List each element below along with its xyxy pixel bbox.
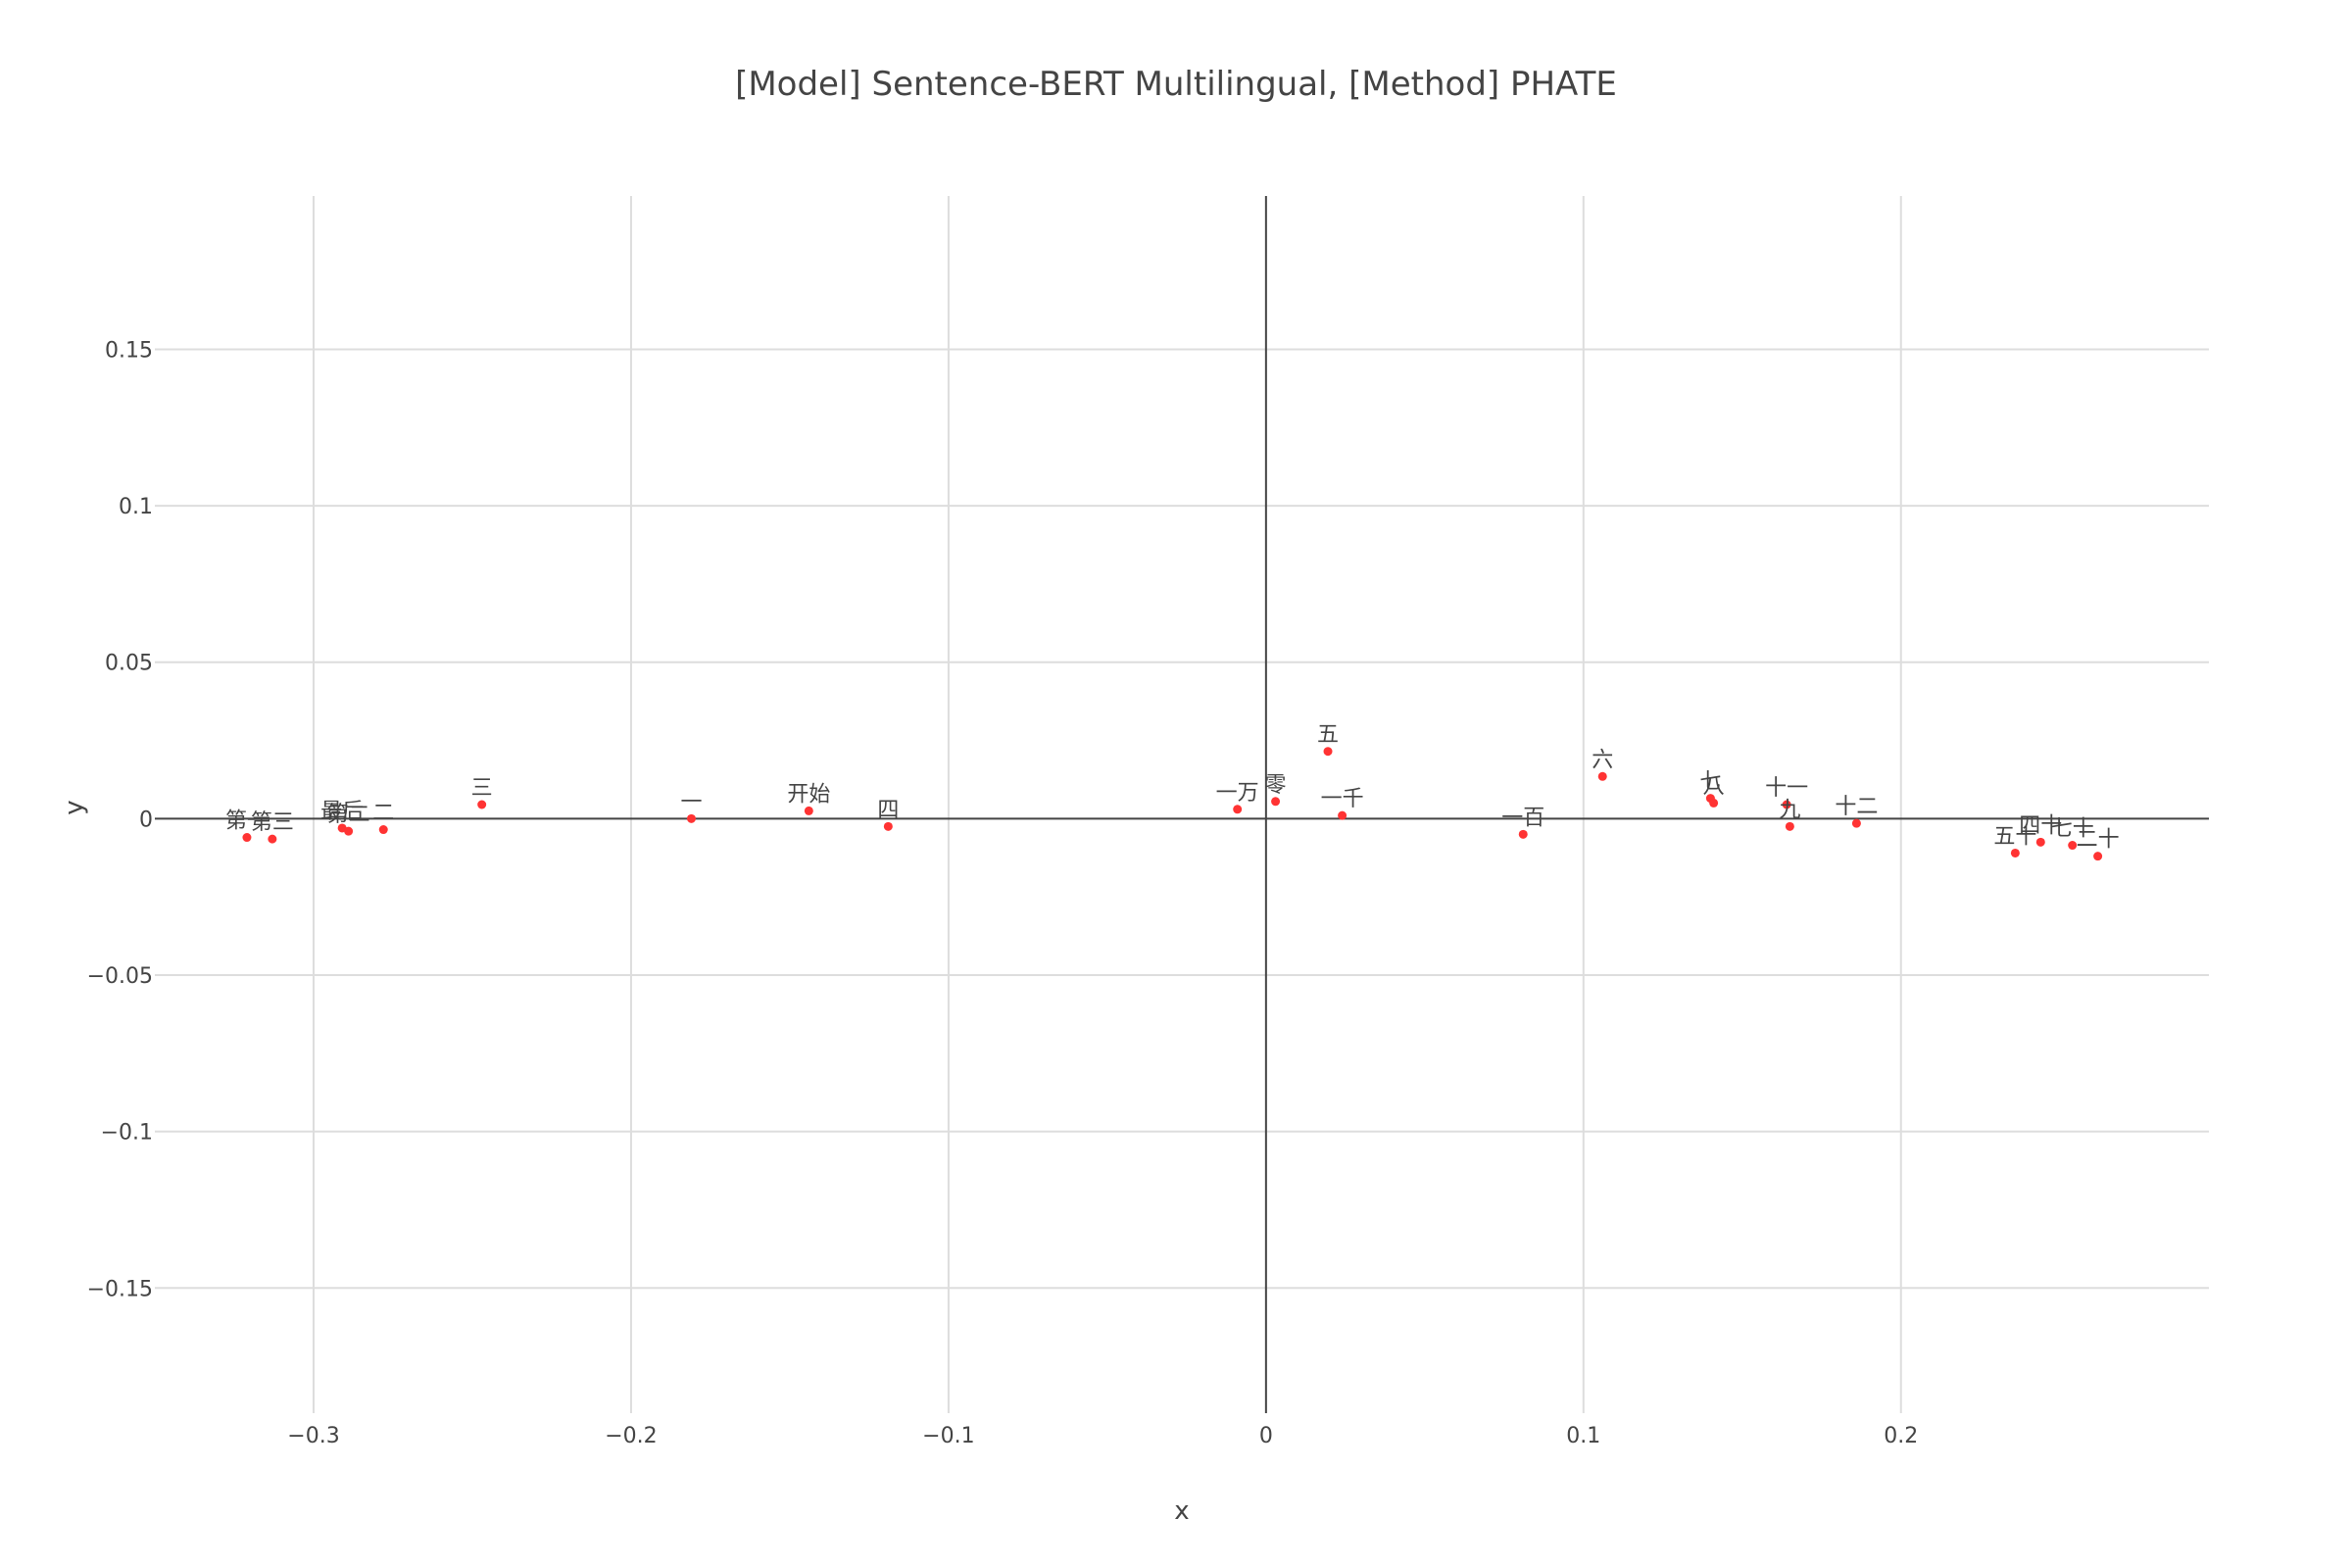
chart-title: [Model] Sentence-BERT Multilingual, [Met…: [735, 65, 1617, 104]
y-axis-title: y: [60, 800, 89, 814]
scatter-points: [242, 747, 2103, 861]
scatter-point: [1851, 818, 1861, 828]
y-tick-label: −0.1: [101, 1121, 153, 1146]
scatter-point: [686, 813, 696, 823]
point-label: 九: [1779, 798, 1800, 822]
scatter-point: [1338, 810, 1348, 820]
scatter-point: [2068, 841, 2078, 851]
zero-lines: [155, 196, 2209, 1413]
scatter-point: [804, 806, 813, 815]
point-label: 一万: [1216, 781, 1259, 806]
x-tick-label: −0.3: [287, 1424, 339, 1448]
scatter-point: [1233, 805, 1243, 814]
scatter-point: [1271, 797, 1281, 807]
x-tick-labels: −0.3 −0.2 −0.1 0 0.1 0.2: [287, 1424, 1918, 1448]
point-label: 四十: [2019, 813, 2062, 838]
scatter-point: [1709, 798, 1719, 808]
point-label: 十一: [1765, 776, 1808, 801]
point-label: 二: [372, 802, 394, 826]
scatter-point: [2093, 852, 2103, 861]
scatter-point: [1323, 747, 1333, 757]
scatter-point: [1782, 800, 1791, 809]
x-tick-label: −0.1: [922, 1424, 974, 1448]
scatter-point: [344, 826, 354, 836]
point-label: 七: [1699, 770, 1721, 795]
point-label: 第二: [327, 803, 370, 827]
point-label: 一千: [1321, 787, 1364, 811]
scatter-point: [883, 821, 893, 831]
point-label: 第一: [225, 809, 269, 834]
y-tick-label: −0.15: [87, 1277, 153, 1301]
point-label: 第三: [251, 810, 294, 835]
x-tick-label: 0: [1259, 1424, 1273, 1448]
scatter-point: [378, 825, 388, 835]
y-tick-label: 0: [139, 808, 153, 832]
x-tick-label: 0.2: [1884, 1424, 1918, 1448]
point-label: 零: [1265, 773, 1287, 798]
scatter-point: [1785, 821, 1794, 831]
x-tick-label: −0.2: [605, 1424, 657, 1448]
y-tick-label: 0.15: [105, 338, 153, 363]
point-label: 十二: [1835, 795, 1878, 819]
point-label: 开始: [787, 782, 830, 807]
scatter-point: [242, 833, 252, 843]
scatter-point: [2035, 837, 2045, 847]
y-tick-labels: −0.15 −0.1 −0.05 0 0.05 0.1 0.15: [87, 338, 153, 1301]
point-label: 七十: [2051, 817, 2094, 842]
point-label: 一百: [1501, 806, 1544, 830]
scatter-point: [477, 800, 487, 809]
point-label: 二十: [2077, 828, 2120, 853]
point-label: 最后: [320, 800, 364, 824]
y-tick-label: −0.05: [87, 964, 153, 989]
point-label: 五: [1317, 723, 1339, 748]
point-label: 六: [1592, 748, 1613, 772]
scatter-point: [268, 834, 277, 844]
point-label: 四: [877, 798, 899, 822]
point-label: 五十: [1993, 824, 2036, 849]
point-label: 三: [471, 776, 493, 801]
scatter-point: [1518, 829, 1528, 839]
grid-layer: [155, 196, 2209, 1413]
y-tick-label: 0.05: [105, 652, 153, 676]
point-label: 八: [1703, 774, 1725, 799]
y-tick-label: 0.1: [119, 495, 153, 519]
scatter-point: [1597, 771, 1607, 781]
x-tick-label: 0.1: [1566, 1424, 1600, 1448]
x-axis-title: x: [1174, 1496, 1189, 1526]
point-label: 一: [680, 790, 702, 814]
scatter-point: [2010, 848, 2020, 858]
